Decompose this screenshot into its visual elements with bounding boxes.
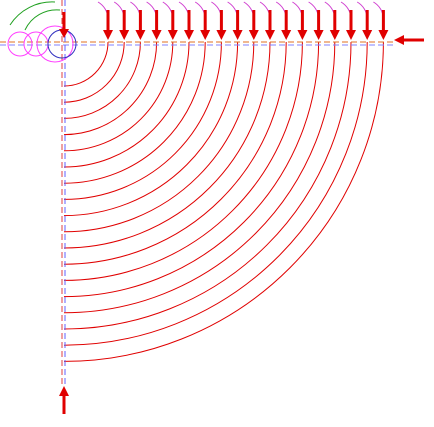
small-circle [36, 25, 74, 63]
arrow-head [135, 30, 146, 40]
quarter-arc [63, 41, 109, 87]
arrow-head [119, 30, 130, 40]
arrow-head [151, 30, 162, 40]
small-circle [7, 31, 33, 57]
arrow-head [232, 30, 243, 40]
marker-group [97, 1, 389, 40]
quarter-arc [63, 41, 158, 136]
quarter-arc [63, 41, 336, 314]
arrow-head [362, 30, 373, 40]
green-arc [9, 1, 56, 26]
arrow-head [378, 30, 389, 40]
quarter-arc [63, 41, 141, 119]
arrow-head [167, 30, 178, 40]
arrow-head [394, 35, 404, 45]
arrow-head [329, 30, 340, 40]
arrow-head [297, 30, 308, 40]
green-arc [24, 9, 61, 31]
arrow-head [248, 30, 259, 40]
quarter-arc [63, 41, 384, 362]
quarter-arc [63, 41, 190, 168]
arrow-head [184, 30, 194, 40]
arrow-head [59, 29, 69, 38]
quarter-arc [63, 41, 271, 249]
quarter-arc [63, 41, 174, 152]
arrow-head [281, 30, 292, 40]
quarter-arc [63, 41, 239, 217]
arrow-head [59, 386, 69, 396]
quarter-arc [63, 41, 255, 233]
arc-group [63, 41, 384, 362]
quarter-arc [63, 41, 368, 346]
arrow-head [200, 30, 211, 40]
quarter-arc [63, 41, 303, 281]
arrow-head [313, 30, 324, 40]
quarter-arc [63, 41, 222, 200]
arrow-head [265, 30, 275, 40]
quarter-arc [63, 41, 206, 184]
arrow-head [216, 30, 227, 40]
quarter-arc [63, 41, 320, 298]
quarter-arc [63, 41, 125, 103]
arrow-head [346, 30, 356, 40]
arrow-head [103, 30, 113, 40]
quarter-arc [63, 41, 287, 265]
quarter-arc [63, 41, 352, 330]
